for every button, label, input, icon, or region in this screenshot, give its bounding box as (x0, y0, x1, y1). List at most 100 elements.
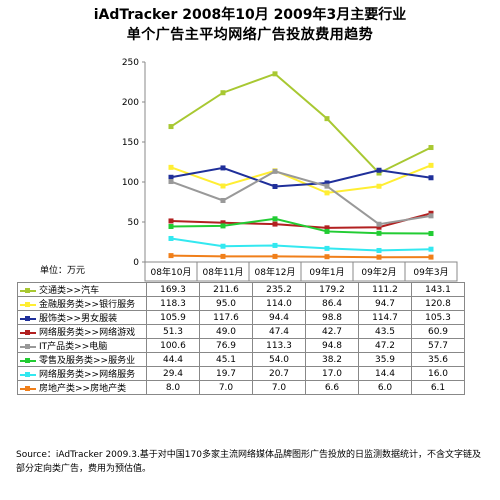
table-cell: 17.0 (305, 366, 359, 381)
x-tick-label: 08年12月 (255, 266, 296, 278)
table-cell: 35.9 (358, 352, 412, 367)
table-cell: 44.4 (146, 352, 200, 367)
table-cell: 211.6 (199, 282, 253, 297)
legend-swatch (20, 287, 36, 293)
data-point (272, 221, 278, 227)
legend-swatch (20, 343, 36, 349)
table-row: 网络服务类>>网络游戏 51.3 49.0 47.4 42.7 43.5 60.9 (17, 324, 465, 339)
table-cell: 38.2 (305, 352, 359, 367)
table-cell: 29.4 (146, 366, 200, 381)
data-point (168, 164, 174, 170)
data-point (220, 197, 226, 203)
table-cell: 105.3 (411, 310, 465, 325)
data-point (376, 167, 382, 173)
table-cell: 7.0 (199, 380, 253, 395)
table-cell: 179.2 (305, 282, 359, 297)
data-point (324, 228, 330, 234)
series-line (170, 72, 432, 175)
data-point (324, 245, 330, 251)
unit-label: 单位：万元 (40, 266, 86, 276)
data-point (168, 174, 174, 180)
data-point (376, 221, 382, 227)
table-row: 服饰类>>男女服装 105.9 117.6 94.4 98.8 114.7 105.3 (17, 310, 465, 325)
table-cell: 114.7 (358, 310, 412, 325)
legend-entry: 零售及服务类>>服务业 (17, 352, 147, 367)
legend-entry: 金融服务类>>银行服务 (17, 296, 147, 311)
table-cell: 105.9 (146, 310, 200, 325)
data-point (428, 145, 434, 151)
data-point (428, 162, 434, 168)
legend-swatch (20, 315, 36, 321)
data-point (272, 216, 278, 222)
data-point (428, 254, 434, 260)
data-point (428, 210, 434, 216)
series-line (170, 237, 432, 252)
legend-swatch (20, 357, 36, 363)
legend-label: IT产品类>>电脑 (39, 342, 108, 352)
table-row: 房地产类>>房地产类 8.0 7.0 7.0 6.6 6.0 6.1 (17, 380, 465, 395)
table-cell: 42.7 (305, 324, 359, 339)
legend-label: 网络服务类>>网络服务 (39, 370, 136, 380)
table-cell: 235.2 (252, 282, 306, 297)
legend-label: 服饰类>>男女服装 (39, 314, 118, 324)
legend-swatch (20, 301, 36, 307)
legend-label: 交通类>>汽车 (39, 286, 100, 296)
table-cell: 94.4 (252, 310, 306, 325)
table-cell: 143.1 (411, 282, 465, 297)
data-point (324, 190, 330, 196)
table-cell: 120.8 (411, 296, 465, 311)
y-tick-label: 100 (122, 178, 139, 188)
legend-entry: 网络服务类>>网络游戏 (17, 324, 147, 339)
legend-swatch (20, 329, 36, 335)
data-point (272, 168, 278, 174)
data-point (168, 223, 174, 229)
legend-label: 房地产类>>房地产类 (39, 384, 127, 394)
table-cell: 6.1 (411, 380, 465, 395)
series-line (170, 217, 432, 235)
table-cell: 47.2 (358, 338, 412, 353)
table-cell: 54.0 (252, 352, 306, 367)
table-row: IT产品类>>电脑 100.6 76.9 113.3 94.8 47.2 57.7 (17, 338, 465, 353)
data-point (220, 165, 226, 171)
legend-entry: 交通类>>汽车 (17, 282, 147, 297)
line-chart: 0 50 100 150 200 250 08年10月 08年11月 08年12月 09年1月 09… (122, 58, 458, 282)
series-line (170, 170, 432, 226)
data-point (272, 71, 278, 77)
y-tick-label: 0 (133, 258, 139, 268)
data-point (220, 223, 226, 229)
legend-swatch (20, 371, 36, 377)
table-cell: 100.6 (146, 338, 200, 353)
legend-entry: 服饰类>>男女服装 (17, 310, 147, 325)
table-cell: 117.6 (199, 310, 253, 325)
data-point (168, 235, 174, 241)
table-cell: 60.9 (411, 324, 465, 339)
data-point (272, 242, 278, 248)
table-cell: 20.7 (252, 366, 306, 381)
legend-entry: 房地产类>>房地产类 (17, 380, 147, 395)
series-line (170, 254, 432, 259)
data-point (272, 253, 278, 259)
table-cell: 6.6 (305, 380, 359, 395)
table-cell: 35.6 (411, 352, 465, 367)
data-point (220, 220, 226, 226)
data-point (428, 213, 434, 219)
table-cell: 111.2 (358, 282, 412, 297)
table-cell: 114.0 (252, 296, 306, 311)
data-point (220, 90, 226, 96)
data-point (376, 224, 382, 230)
table-row: 金融服务类>>银行服务 118.3 95.0 114.0 86.4 94.7 120.8 (17, 296, 465, 311)
legend-entry: 网络服务类>>网络服务 (17, 366, 147, 381)
legend-label: 金融服务类>>银行服务 (39, 300, 136, 310)
table-cell: 8.0 (146, 380, 200, 395)
legend-swatch (20, 385, 36, 391)
table-row: 交通类>>汽车 169.3 211.6 235.2 179.2 111.2 143.1 (17, 282, 465, 297)
legend-entry: IT产品类>>电脑 (17, 338, 147, 353)
table-cell: 7.0 (252, 380, 306, 395)
y-tick-label: 150 (122, 138, 139, 148)
data-point (324, 183, 330, 189)
table-cell: 118.3 (146, 296, 200, 311)
data-point (324, 180, 330, 186)
source-note: Source：iAdTracker 2009.3.基于对中国170多家主流网络媒… (16, 450, 481, 474)
table-cell: 94.7 (358, 296, 412, 311)
table-cell: 47.4 (252, 324, 306, 339)
